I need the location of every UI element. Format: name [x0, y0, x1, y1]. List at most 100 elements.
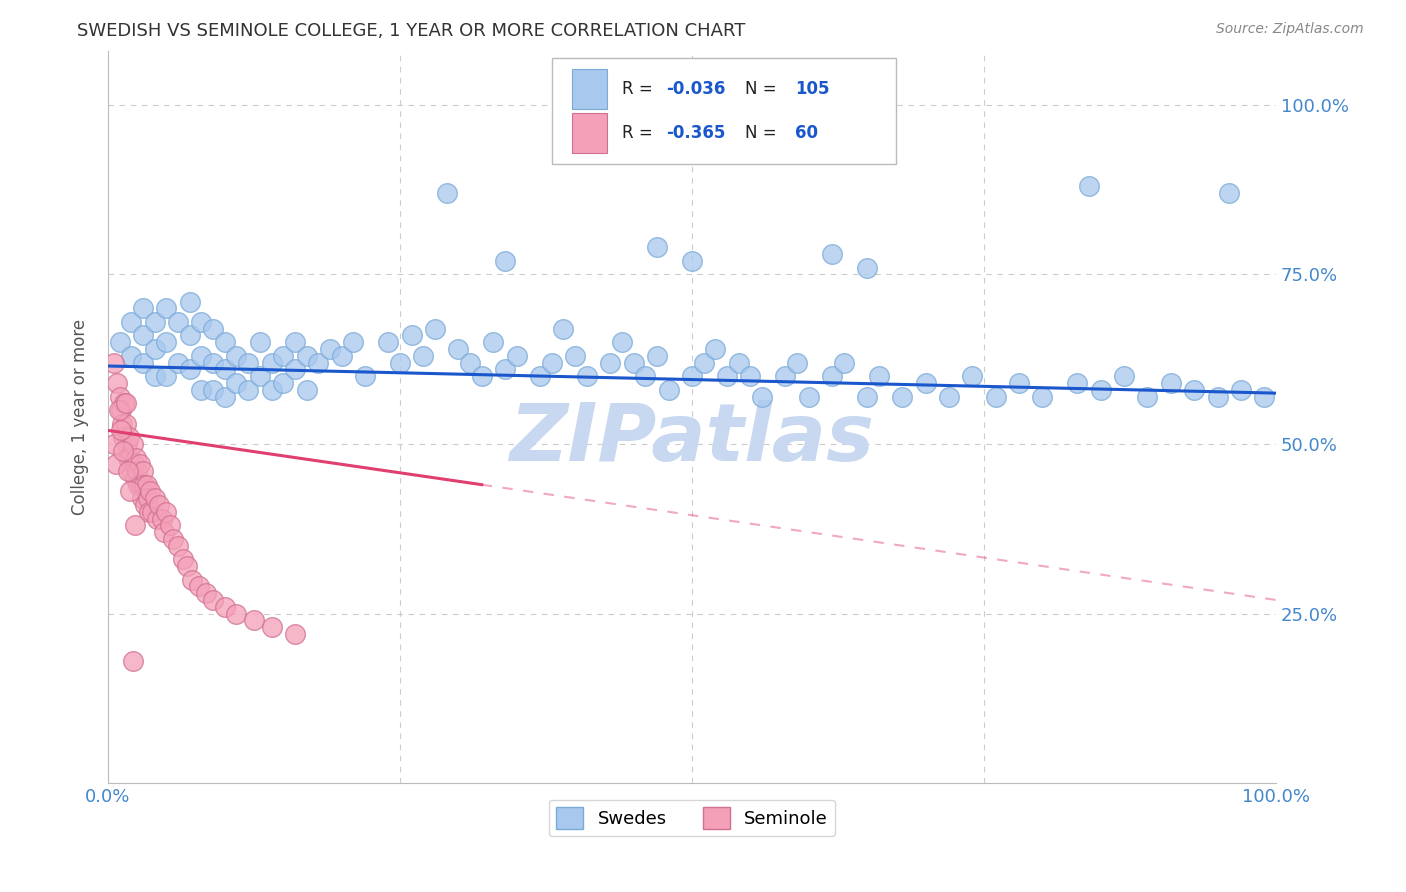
- Point: [225, 607, 247, 621]
- Point: [132, 356, 155, 370]
- Text: SWEDISH VS SEMINOLE COLLEGE, 1 YEAR OR MORE CORRELATION CHART: SWEDISH VS SEMINOLE COLLEGE, 1 YEAR OR M…: [77, 22, 745, 40]
- Point: [118, 430, 141, 444]
- Point: [243, 613, 266, 627]
- Point: [377, 335, 399, 350]
- Point: [112, 430, 135, 444]
- Point: [162, 532, 184, 546]
- Point: [110, 403, 132, 417]
- Point: [401, 328, 423, 343]
- Text: N =: N =: [745, 80, 782, 98]
- Point: [284, 335, 307, 350]
- Text: -0.365: -0.365: [666, 125, 725, 143]
- Point: [128, 458, 150, 472]
- Point: [190, 383, 212, 397]
- Point: [236, 356, 259, 370]
- Point: [143, 315, 166, 329]
- Point: [107, 403, 129, 417]
- Point: [103, 356, 125, 370]
- Point: [295, 349, 318, 363]
- Point: [307, 356, 329, 370]
- Point: [124, 471, 146, 485]
- Point: [1078, 179, 1101, 194]
- Point: [1090, 383, 1112, 397]
- Point: [117, 464, 139, 478]
- Point: [138, 505, 160, 519]
- Text: 105: 105: [794, 80, 830, 98]
- Point: [105, 376, 128, 390]
- Point: [176, 559, 198, 574]
- Point: [179, 328, 201, 343]
- Point: [891, 390, 914, 404]
- Point: [120, 450, 142, 465]
- Point: [564, 349, 586, 363]
- Point: [740, 369, 762, 384]
- Point: [868, 369, 890, 384]
- Point: [108, 335, 131, 350]
- Point: [458, 356, 481, 370]
- Point: [202, 356, 225, 370]
- Point: [150, 511, 173, 525]
- Point: [1218, 186, 1240, 200]
- Point: [681, 253, 703, 268]
- Point: [125, 450, 148, 465]
- Point: [681, 369, 703, 384]
- Point: [751, 390, 773, 404]
- Point: [132, 464, 155, 478]
- Point: [388, 356, 411, 370]
- Point: [135, 477, 157, 491]
- Point: [623, 356, 645, 370]
- Point: [132, 328, 155, 343]
- Point: [856, 390, 879, 404]
- Point: [1066, 376, 1088, 390]
- Point: [599, 356, 621, 370]
- FancyBboxPatch shape: [551, 58, 897, 164]
- Point: [553, 322, 575, 336]
- Point: [143, 369, 166, 384]
- Point: [610, 335, 633, 350]
- Point: [260, 356, 283, 370]
- Text: N =: N =: [745, 125, 782, 143]
- Point: [153, 525, 176, 540]
- Text: -0.036: -0.036: [666, 80, 725, 98]
- Point: [1031, 390, 1053, 404]
- Point: [141, 505, 163, 519]
- Point: [319, 342, 342, 356]
- Point: [412, 349, 434, 363]
- Point: [330, 349, 353, 363]
- Point: [114, 396, 136, 410]
- FancyBboxPatch shape: [572, 113, 607, 153]
- Point: [716, 369, 738, 384]
- Point: [832, 356, 855, 370]
- Point: [112, 396, 135, 410]
- Point: [132, 301, 155, 316]
- Point: [727, 356, 749, 370]
- Point: [159, 518, 181, 533]
- Point: [190, 315, 212, 329]
- Text: R =: R =: [621, 125, 658, 143]
- Point: [195, 586, 218, 600]
- Point: [423, 322, 446, 336]
- Point: [127, 477, 149, 491]
- Point: [645, 240, 668, 254]
- Point: [284, 627, 307, 641]
- Point: [249, 335, 271, 350]
- Point: [658, 383, 681, 397]
- Point: [120, 315, 142, 329]
- Point: [236, 383, 259, 397]
- Point: [1136, 390, 1159, 404]
- Point: [225, 376, 247, 390]
- Point: [120, 484, 142, 499]
- Point: [797, 390, 820, 404]
- Point: [704, 342, 727, 356]
- Text: ZIPatlas: ZIPatlas: [509, 400, 875, 478]
- Point: [181, 573, 204, 587]
- Point: [1253, 390, 1275, 404]
- Point: [122, 458, 145, 472]
- Point: [1206, 390, 1229, 404]
- Text: 60: 60: [794, 125, 818, 143]
- Text: R =: R =: [621, 80, 658, 98]
- Text: Source: ZipAtlas.com: Source: ZipAtlas.com: [1216, 22, 1364, 37]
- Point: [167, 539, 190, 553]
- Point: [471, 369, 494, 384]
- Point: [155, 369, 177, 384]
